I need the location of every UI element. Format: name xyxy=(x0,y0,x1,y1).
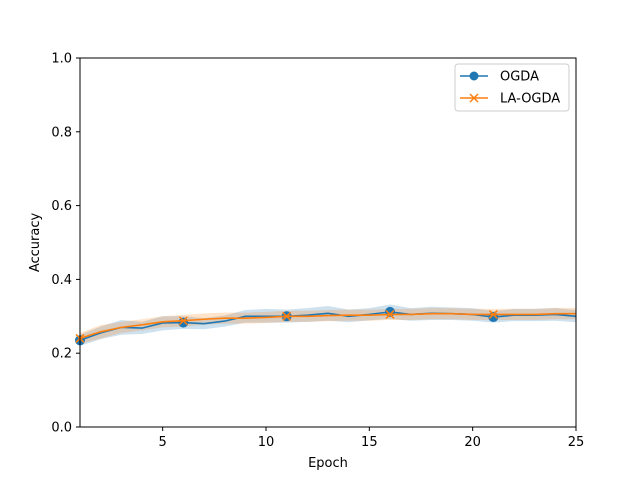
y-tick-label: 0.6 xyxy=(51,199,72,214)
data-point xyxy=(385,309,395,319)
confidence-band xyxy=(80,307,576,344)
legend-entry-label: LA-OGDA xyxy=(500,92,560,107)
y-tick-label: 0.0 xyxy=(51,421,72,436)
data-point xyxy=(178,316,188,326)
y-axis-ticks: 0.0 0.2 0.4 0.6 0.8 1.0 xyxy=(51,52,80,436)
legend-swatch-x-marker xyxy=(469,93,479,103)
legend: OGDA LA-OGDA xyxy=(454,63,570,112)
y-tick-label: 0.2 xyxy=(51,347,72,362)
x-tick-label: 10 xyxy=(258,435,275,450)
data-point xyxy=(282,311,292,321)
y-axis-label: Accuracy xyxy=(28,213,43,273)
axes-frame xyxy=(79,57,577,428)
data-point xyxy=(178,317,189,328)
x-tick-label: 15 xyxy=(361,435,378,450)
x-tick-label: 25 xyxy=(568,435,585,450)
legend-swatch-circle-marker xyxy=(469,71,479,81)
x-tick-label: 20 xyxy=(464,435,481,450)
y-tick-label: 0.8 xyxy=(51,125,72,140)
data-point xyxy=(488,309,498,319)
confidence-band xyxy=(80,304,576,346)
y-tick-label: 0.4 xyxy=(51,273,72,288)
legend-entry-label: OGDA xyxy=(500,70,539,85)
y-tick-label: 1.0 xyxy=(51,52,72,67)
x-tick-label: 5 xyxy=(159,435,167,450)
x-axis-label: Epoch xyxy=(308,456,348,471)
x-axis-ticks: 5 10 15 20 25 xyxy=(159,427,585,450)
plot-area xyxy=(75,304,577,346)
